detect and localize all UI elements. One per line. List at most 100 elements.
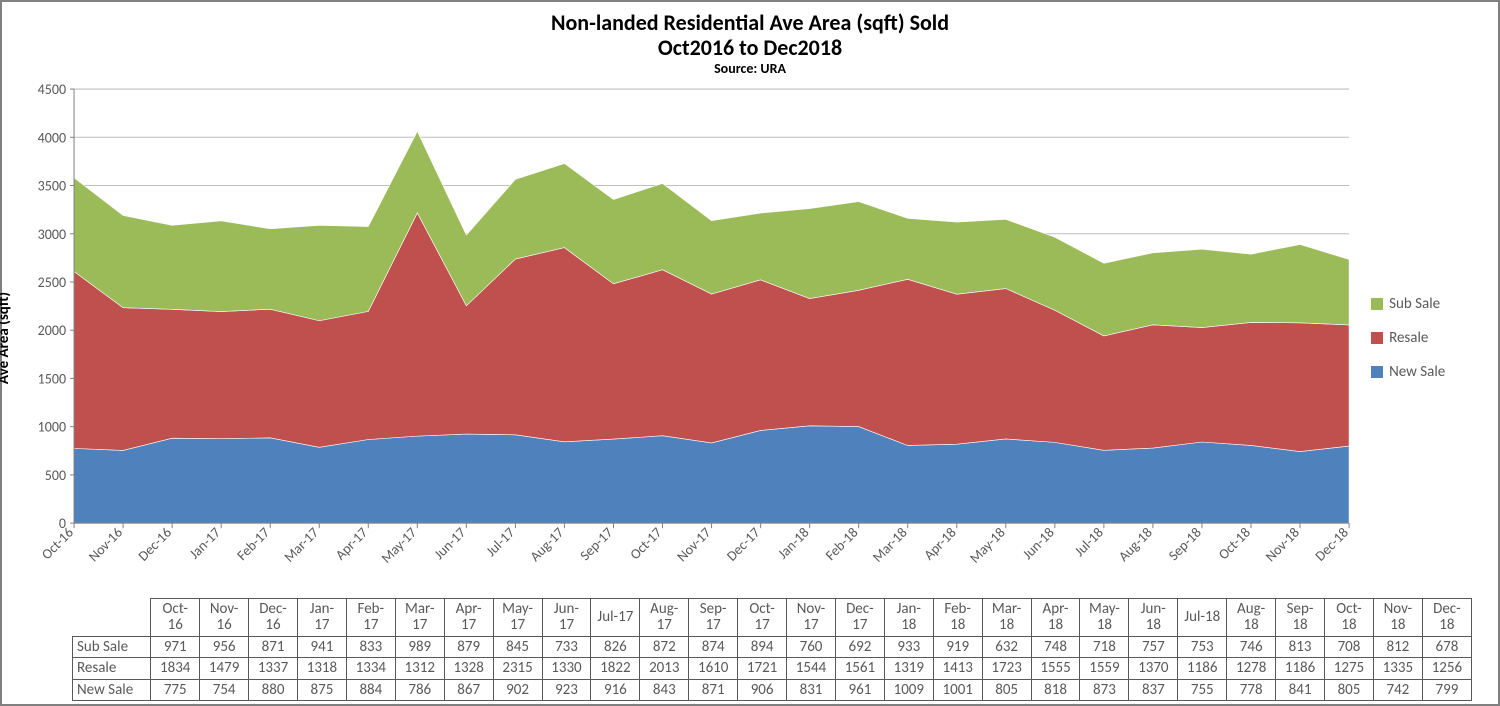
- table-col-header: Sep-17: [689, 598, 738, 636]
- legend-label: New Sale: [1389, 363, 1445, 381]
- legend-swatch: [1371, 366, 1383, 378]
- table-cell: 1275: [1325, 658, 1374, 680]
- table-cell: 812: [1373, 636, 1422, 658]
- legend-label: Sub Sale: [1389, 295, 1440, 313]
- table-cell: 894: [738, 636, 787, 658]
- table-cell: 1335: [1373, 658, 1422, 680]
- table-cell: 1723: [982, 658, 1031, 680]
- svg-text:2000: 2000: [38, 322, 66, 339]
- table-col-header: Mar-17: [395, 598, 444, 636]
- table-cell: 841: [1276, 679, 1325, 701]
- table-cell: 1318: [297, 658, 346, 680]
- table-cell: 748: [1031, 636, 1080, 658]
- table-row-header: New Sale: [73, 679, 151, 701]
- svg-text:Feb-18: Feb-18: [822, 524, 862, 564]
- svg-text:Nov-18: Nov-18: [1262, 524, 1303, 565]
- table-cell: 1186: [1276, 658, 1325, 680]
- table-cell: 742: [1373, 679, 1422, 701]
- svg-text:3500: 3500: [38, 177, 66, 194]
- svg-text:Oct-18: Oct-18: [1215, 524, 1254, 563]
- table-col-header: Dec-18: [1422, 598, 1471, 636]
- table-cell: 1319: [884, 658, 933, 680]
- svg-text:Dec-16: Dec-16: [135, 524, 175, 565]
- table-cell: 692: [835, 636, 884, 658]
- table-cell: 879: [444, 636, 493, 658]
- table-col-header: Nov-16: [200, 598, 249, 636]
- legend-item: Sub Sale: [1371, 295, 1490, 313]
- chart-row: Ave Area (sqft) 050010001500200025003000…: [10, 83, 1490, 594]
- table-cell: 871: [249, 636, 298, 658]
- svg-text:Feb-17: Feb-17: [233, 524, 273, 564]
- chart-title-line2: Oct2016 to Dec2018: [10, 35, 1490, 60]
- table-cell: 833: [346, 636, 395, 658]
- table-cell: 1721: [738, 658, 787, 680]
- table-cell: 2315: [493, 658, 542, 680]
- svg-text:Dec-17: Dec-17: [723, 524, 763, 565]
- table-cell: 733: [542, 636, 591, 658]
- svg-text:1500: 1500: [38, 370, 66, 387]
- table-col-header: Feb-18: [933, 598, 982, 636]
- svg-text:Jun-18: Jun-18: [1019, 524, 1058, 563]
- chart-source: Source: URA: [10, 61, 1490, 77]
- table-col-header: Jan-17: [297, 598, 346, 636]
- table-cell: 753: [1178, 636, 1227, 658]
- table-col-header: Jun-17: [542, 598, 591, 636]
- table-cell: 875: [297, 679, 346, 701]
- data-table-wrap: Oct-16Nov-16Dec-16Jan-17Feb-17Mar-17Apr-…: [10, 598, 1490, 702]
- table-cell: 871: [689, 679, 738, 701]
- svg-text:4500: 4500: [38, 83, 66, 98]
- svg-text:Nov-17: Nov-17: [674, 524, 715, 565]
- table-cell: 1256: [1422, 658, 1471, 680]
- table-cell: 632: [982, 636, 1031, 658]
- table-cell: 1186: [1178, 658, 1227, 680]
- table-cell: 678: [1422, 636, 1471, 658]
- svg-text:2500: 2500: [38, 274, 66, 291]
- table-row: Resale1834147913371318133413121328231513…: [73, 658, 1472, 680]
- table-row: New Sale77575488087588478686790292391684…: [73, 679, 1472, 701]
- svg-text:May-17: May-17: [378, 524, 420, 567]
- table-cell: 906: [738, 679, 787, 701]
- table-cell: 746: [1227, 636, 1276, 658]
- table-row: Sub Sale97195687194183398987984573382687…: [73, 636, 1472, 658]
- table-cell: 799: [1422, 679, 1471, 701]
- svg-text:Jun-17: Jun-17: [431, 524, 470, 563]
- svg-text:Dec-18: Dec-18: [1312, 524, 1352, 565]
- legend-swatch: [1371, 298, 1383, 310]
- table-row-header: Resale: [73, 658, 151, 680]
- table-cell: 837: [1129, 679, 1178, 701]
- svg-text:Apr-17: Apr-17: [332, 524, 371, 563]
- table-corner: [73, 598, 151, 636]
- table-cell: 1001: [933, 679, 982, 701]
- table-cell: 1559: [1080, 658, 1129, 680]
- table-col-header: Oct-16: [151, 598, 200, 636]
- svg-text:Mar-18: Mar-18: [869, 524, 910, 566]
- table-cell: 805: [1325, 679, 1374, 701]
- table-col-header: Aug-17: [640, 598, 689, 636]
- svg-text:Jan-18: Jan-18: [774, 524, 812, 562]
- table-cell: 805: [982, 679, 1031, 701]
- table-cell: 1337: [249, 658, 298, 680]
- table-col-header: Nov-18: [1373, 598, 1422, 636]
- table-cell: 919: [933, 636, 982, 658]
- chart-frame: Non-landed Residential Ave Area (sqft) S…: [0, 0, 1500, 706]
- table-cell: 1479: [200, 658, 249, 680]
- table-cell: 826: [591, 636, 640, 658]
- legend-item: Resale: [1371, 329, 1490, 347]
- table-cell: 1561: [835, 658, 884, 680]
- table-col-header: Oct-18: [1325, 598, 1374, 636]
- svg-text:Sep-18: Sep-18: [1165, 524, 1205, 564]
- table-cell: 923: [542, 679, 591, 701]
- table-cell: 956: [200, 636, 249, 658]
- table-cell: 831: [787, 679, 836, 701]
- table-cell: 845: [493, 636, 542, 658]
- table-cell: 1413: [933, 658, 982, 680]
- svg-text:Aug-18: Aug-18: [1115, 524, 1156, 565]
- table-col-header: Dec-17: [835, 598, 884, 636]
- table-cell: 1334: [346, 658, 395, 680]
- svg-text:Jul-17: Jul-17: [483, 524, 519, 560]
- table-col-header: Jan-18: [884, 598, 933, 636]
- table-cell: 1544: [787, 658, 836, 680]
- table-col-header: Apr-18: [1031, 598, 1080, 636]
- table-cell: 1610: [689, 658, 738, 680]
- legend-swatch: [1371, 332, 1383, 344]
